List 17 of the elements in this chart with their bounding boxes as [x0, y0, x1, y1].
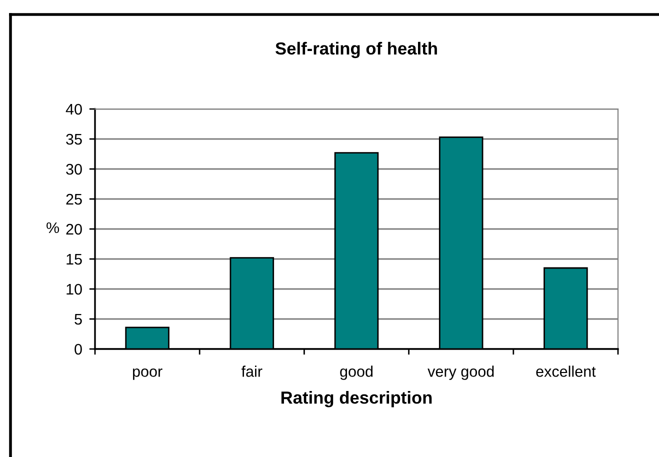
- y-tick-label: 40: [66, 104, 82, 115]
- y-tick-label: 15: [66, 254, 82, 265]
- x-tick-label: excellent: [536, 366, 596, 377]
- x-tick-label: very good: [428, 366, 494, 380]
- x-tick-label: poor: [133, 368, 162, 380]
- y-tick-label: 25: [66, 194, 82, 205]
- x-tick-label: fair: [242, 366, 262, 377]
- x-axis-title: Rating description: [281, 391, 432, 408]
- y-tick-label: 30: [66, 164, 82, 175]
- chart-title: Self-rating of health: [276, 42, 437, 58]
- y-axis-title: %: [46, 222, 60, 234]
- y-tick-label: 0: [74, 344, 82, 355]
- y-tick-label: 10: [66, 284, 82, 295]
- y-tick-label: 35: [66, 134, 82, 145]
- y-tick-label: 5: [74, 314, 82, 325]
- x-tick-label: good: [340, 366, 373, 380]
- y-tick-label: 20: [66, 224, 82, 235]
